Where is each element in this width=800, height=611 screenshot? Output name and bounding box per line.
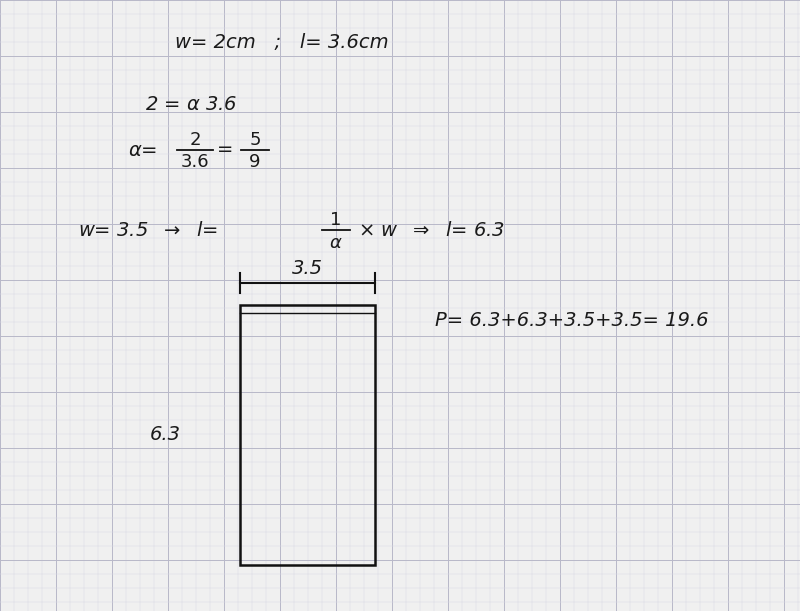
- Text: P= 6.3+6.3+3.5+3.5= 19.6: P= 6.3+6.3+3.5+3.5= 19.6: [435, 310, 709, 329]
- Text: w= 2cm   ;   l= 3.6cm: w= 2cm ; l= 3.6cm: [175, 32, 389, 51]
- Text: $\times$ w  $\Rightarrow$  $l$= 6.3: $\times$ w $\Rightarrow$ $l$= 6.3: [358, 221, 505, 240]
- Text: =: =: [217, 141, 233, 159]
- Text: 2: 2: [190, 131, 201, 149]
- Text: 3.5: 3.5: [292, 260, 323, 279]
- Bar: [240, 305, 375, 565]
- Text: 6.3: 6.3: [150, 425, 181, 444]
- Text: 9: 9: [250, 153, 261, 171]
- Text: 3.6: 3.6: [181, 153, 210, 171]
- Text: 2 = $\alpha$ 3.6: 2 = $\alpha$ 3.6: [145, 95, 238, 114]
- Text: $\alpha$: $\alpha$: [329, 234, 343, 252]
- Text: 1: 1: [330, 211, 342, 229]
- Text: 5: 5: [250, 131, 261, 149]
- Text: $\alpha$=: $\alpha$=: [128, 141, 159, 159]
- Text: w= 3.5  $\rightarrow$  $l$=: w= 3.5 $\rightarrow$ $l$=: [78, 221, 220, 240]
